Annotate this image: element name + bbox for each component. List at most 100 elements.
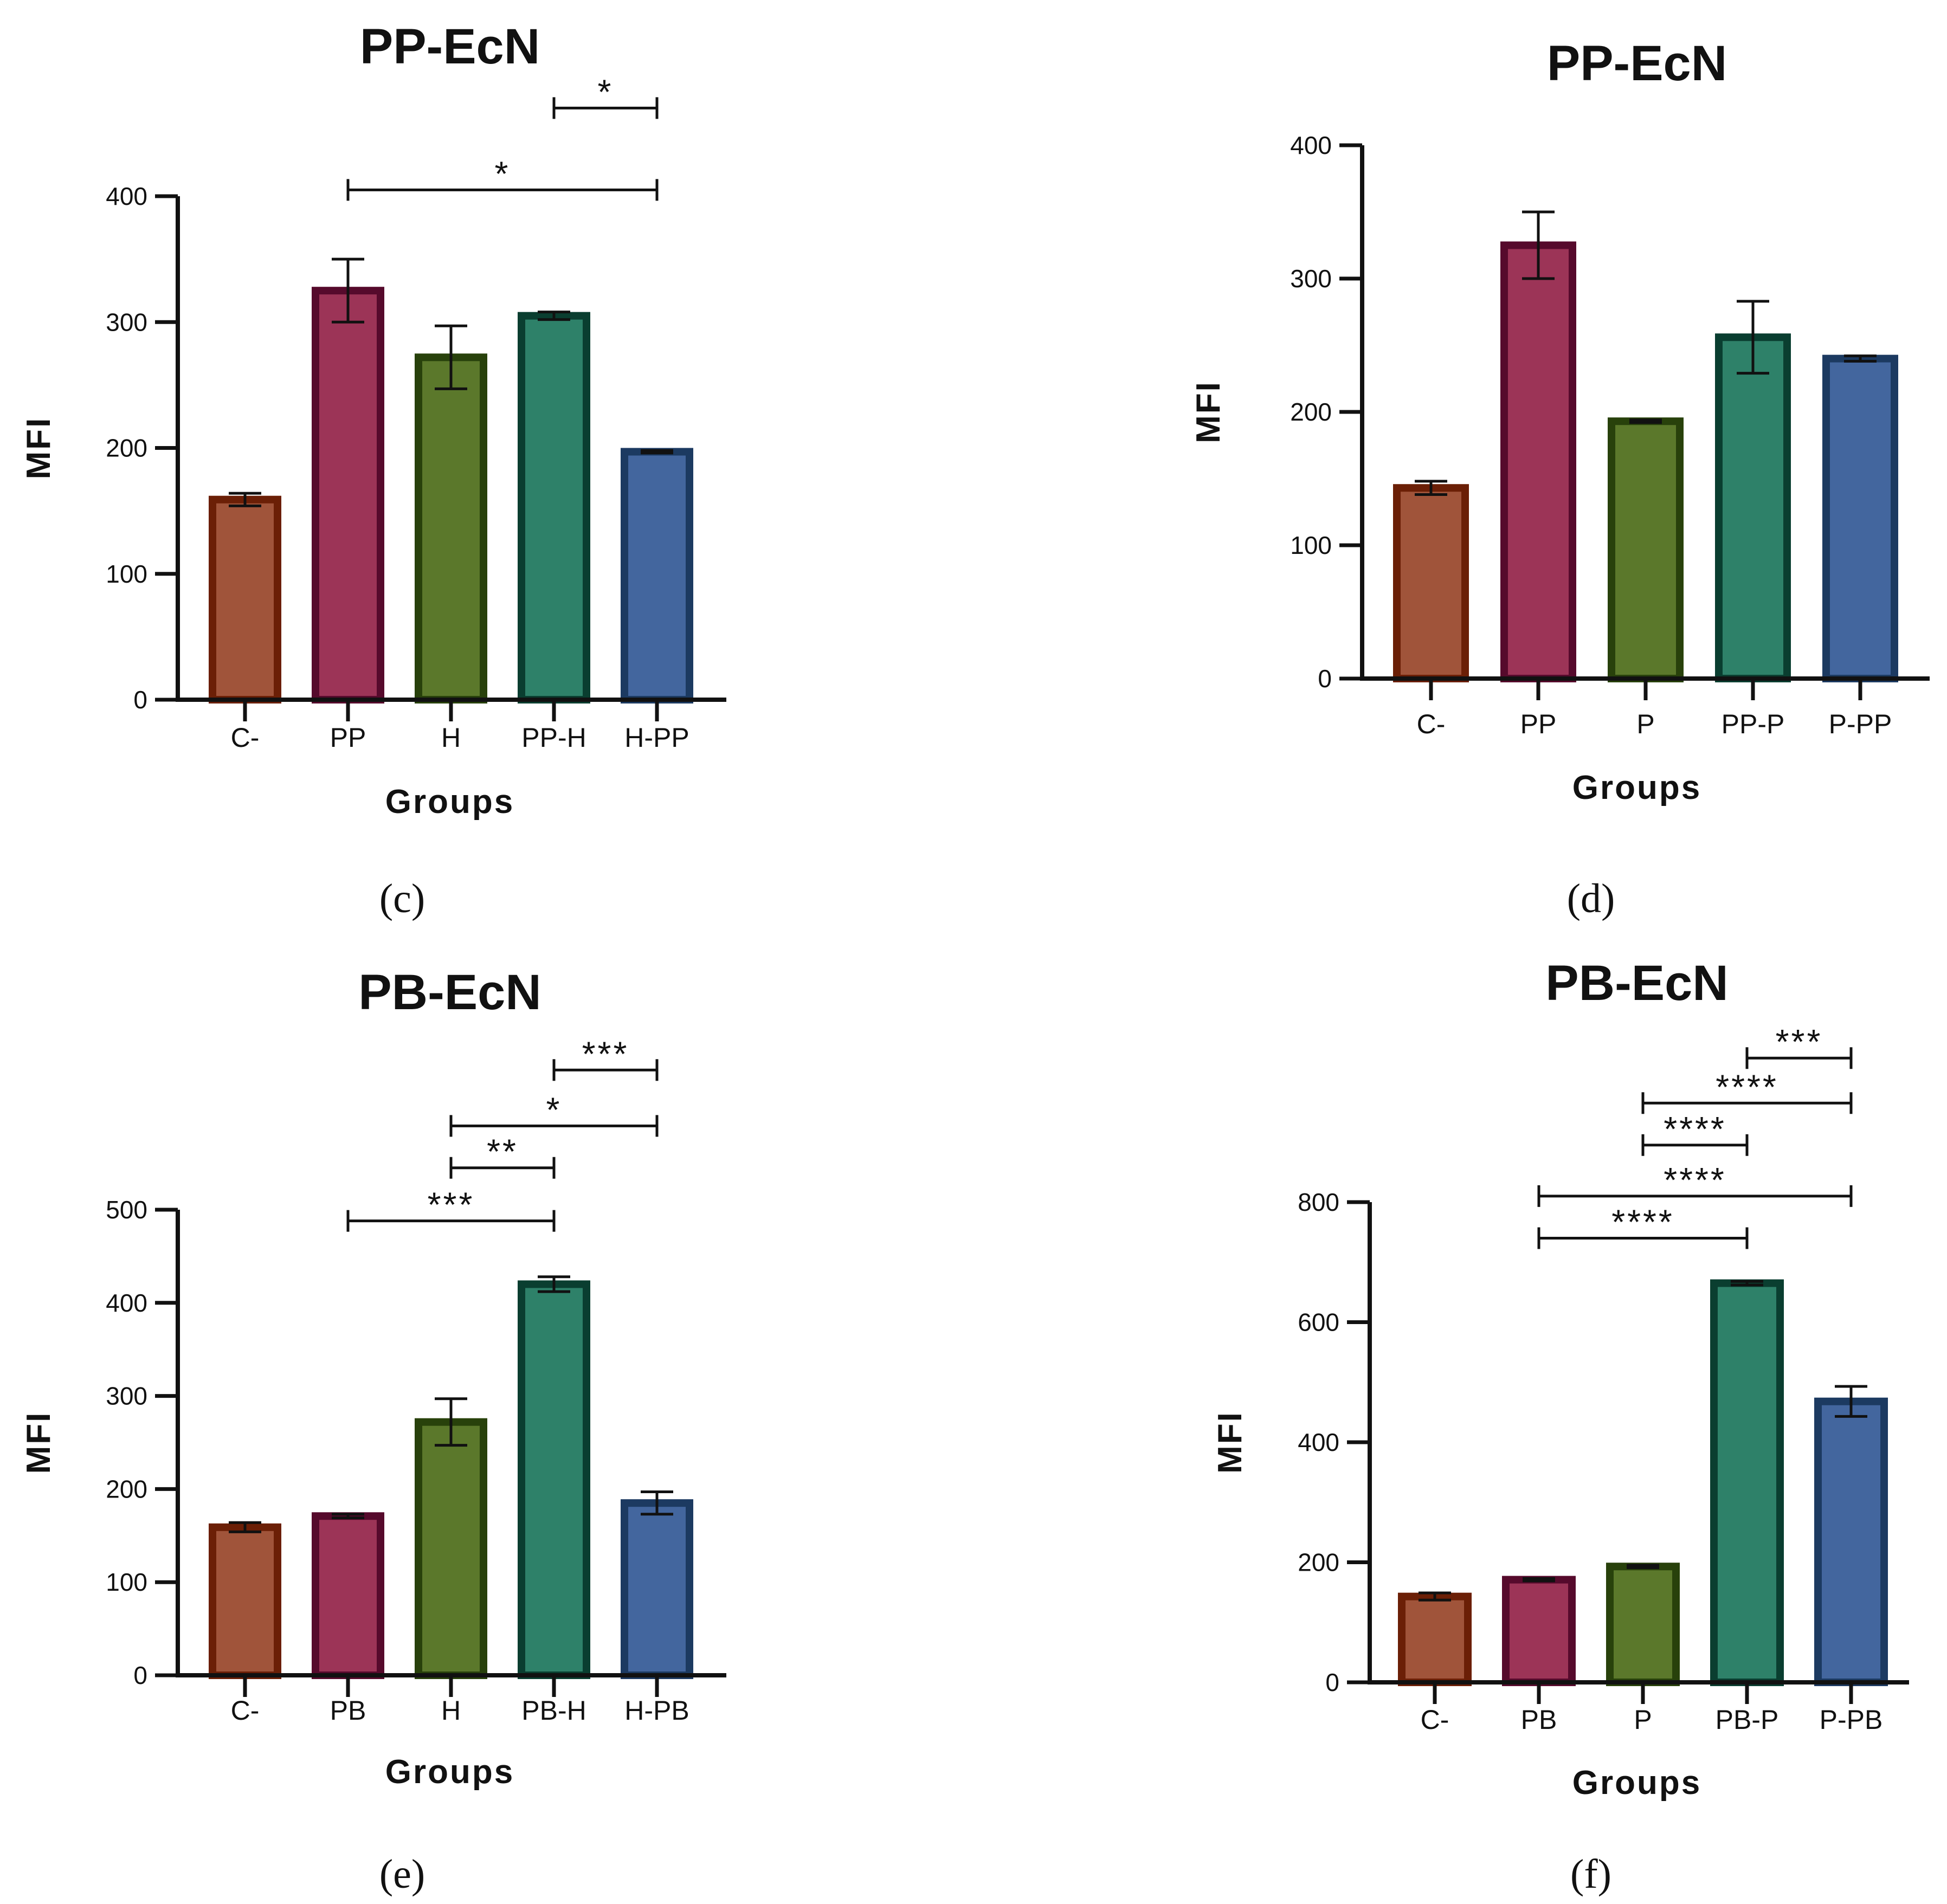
x-axis-label: Groups xyxy=(1572,769,1701,806)
y-tick-label: 0 xyxy=(1325,1668,1339,1696)
x-tick-label: H xyxy=(441,722,461,753)
significance-bracket xyxy=(1537,1227,1749,1249)
error-bar-5 xyxy=(641,449,673,455)
x-tick-label: P-PP xyxy=(1829,709,1892,739)
y-tick-label: 600 xyxy=(1298,1308,1339,1337)
x-axis-label: Groups xyxy=(1572,1764,1701,1802)
y-axis-label: MFI xyxy=(1190,380,1227,443)
bar-2 xyxy=(312,287,384,703)
x-axis-label: Groups xyxy=(385,1753,514,1791)
error-bar-4 xyxy=(538,311,570,321)
significance-label: * xyxy=(495,154,511,193)
bar-2 xyxy=(1502,1576,1576,1686)
significance-label: **** xyxy=(1611,1202,1674,1241)
error-bar-4 xyxy=(1737,300,1769,375)
error-bar-1 xyxy=(229,492,261,507)
chart-title: PB-EcN xyxy=(358,965,541,1020)
significance-label: *** xyxy=(428,1185,475,1224)
x-tick-label: PB-P xyxy=(1716,1705,1779,1735)
y-tick-label: 200 xyxy=(1290,398,1332,426)
bar-5 xyxy=(1822,354,1898,682)
significance-bracket xyxy=(1641,1092,1853,1114)
error-bar-3 xyxy=(435,1397,467,1447)
x-tick-label: PB xyxy=(1521,1705,1557,1735)
significance-label: **** xyxy=(1716,1067,1778,1106)
error-bar-5 xyxy=(1844,354,1877,363)
x-tick-label: PB xyxy=(330,1695,366,1726)
bar-1 xyxy=(209,495,281,703)
error-bar-3 xyxy=(435,324,467,390)
bar-1 xyxy=(209,1523,281,1679)
significance-label: *** xyxy=(582,1034,629,1073)
significance-bracket xyxy=(1641,1134,1749,1156)
error-bar-2 xyxy=(1522,210,1555,280)
bar-3 xyxy=(415,1418,487,1680)
bar-5 xyxy=(621,1499,693,1679)
significance-bracket xyxy=(449,1115,659,1137)
y-axis-label: MFI xyxy=(20,1411,57,1474)
y-tick-label: 200 xyxy=(1298,1548,1339,1577)
y-tick-label: 400 xyxy=(106,1289,147,1317)
bar-2 xyxy=(1500,241,1576,682)
x-tick-label: P xyxy=(1636,709,1654,739)
significance-bracket xyxy=(1745,1047,1853,1069)
chart-panel-c: PP-EcN 0 100 200 300 400 C- PP H PP-H H-PP Groups MF… xyxy=(20,19,726,921)
y-tick-label: 200 xyxy=(106,434,147,462)
bar-1 xyxy=(1393,484,1469,682)
bar-1 xyxy=(1398,1592,1472,1686)
y-tick-label: 200 xyxy=(106,1475,147,1503)
error-bar-4 xyxy=(538,1275,570,1293)
x-tick-label: H xyxy=(441,1695,461,1726)
x-tick-label: P-PB xyxy=(1820,1705,1883,1735)
error-bar-2 xyxy=(332,1513,364,1520)
x-tick-label: H-PB xyxy=(624,1695,689,1726)
significance-bracket xyxy=(346,179,659,201)
error-bar-2 xyxy=(332,257,364,324)
significance-bracket xyxy=(346,1210,556,1232)
chart-panel-f: PB-EcN 0 200 400 600 800 C- PB P PB-P P-PB Groups MF… xyxy=(1211,956,1909,1897)
x-tick-label: C- xyxy=(1421,1705,1449,1735)
panel-label: (d) xyxy=(1567,876,1615,921)
y-tick-label: 0 xyxy=(1318,664,1332,693)
y-tick-label: 400 xyxy=(1290,131,1332,159)
error-bar-2 xyxy=(1523,1577,1555,1583)
x-axis-label: Groups xyxy=(385,783,514,821)
significance-bracket xyxy=(1537,1185,1853,1207)
x-tick-label: C- xyxy=(1417,709,1446,739)
significance-bracket xyxy=(552,1059,659,1081)
x-tick-label: P xyxy=(1634,1705,1652,1735)
chart-title: PB-EcN xyxy=(1545,956,1728,1011)
y-tick-label: 400 xyxy=(106,182,147,210)
x-tick-label: C- xyxy=(231,722,260,753)
chart-title: PP-EcN xyxy=(360,19,540,74)
x-tick-label: PP-H xyxy=(521,722,586,753)
y-tick-label: 500 xyxy=(106,1196,147,1224)
significance-bracket xyxy=(552,97,659,119)
error-bar-1 xyxy=(229,1521,261,1533)
y-tick-label: 800 xyxy=(1298,1188,1339,1216)
bar-4 xyxy=(518,1280,590,1679)
chart-panel-e: PB-EcN 0 100 200 300 400 500 C- PB H PB-H H-PB Group… xyxy=(20,965,726,1897)
y-axis-label: MFI xyxy=(1211,1411,1249,1474)
y-axis-label: MFI xyxy=(20,417,57,480)
bar-4 xyxy=(518,312,590,703)
y-tick-label: 300 xyxy=(106,308,147,336)
y-tick-label: 100 xyxy=(106,560,147,588)
x-tick-label: PB-H xyxy=(521,1695,586,1726)
error-bar-1 xyxy=(1415,480,1447,496)
y-tick-label: 100 xyxy=(1290,531,1332,559)
x-tick-label: PP xyxy=(330,722,366,753)
bar-4 xyxy=(1715,333,1791,682)
panel-label: (c) xyxy=(379,876,425,921)
bar-3 xyxy=(1606,1563,1680,1686)
significance-label: * xyxy=(598,72,614,111)
bar-3 xyxy=(415,353,487,703)
error-bar-1 xyxy=(1419,1591,1451,1602)
x-tick-label: C- xyxy=(231,1695,260,1726)
x-tick-label: PP-P xyxy=(1722,709,1785,739)
significance-label: ** xyxy=(487,1132,518,1171)
x-tick-label: PP xyxy=(1520,709,1557,739)
significance-label: * xyxy=(546,1090,562,1129)
